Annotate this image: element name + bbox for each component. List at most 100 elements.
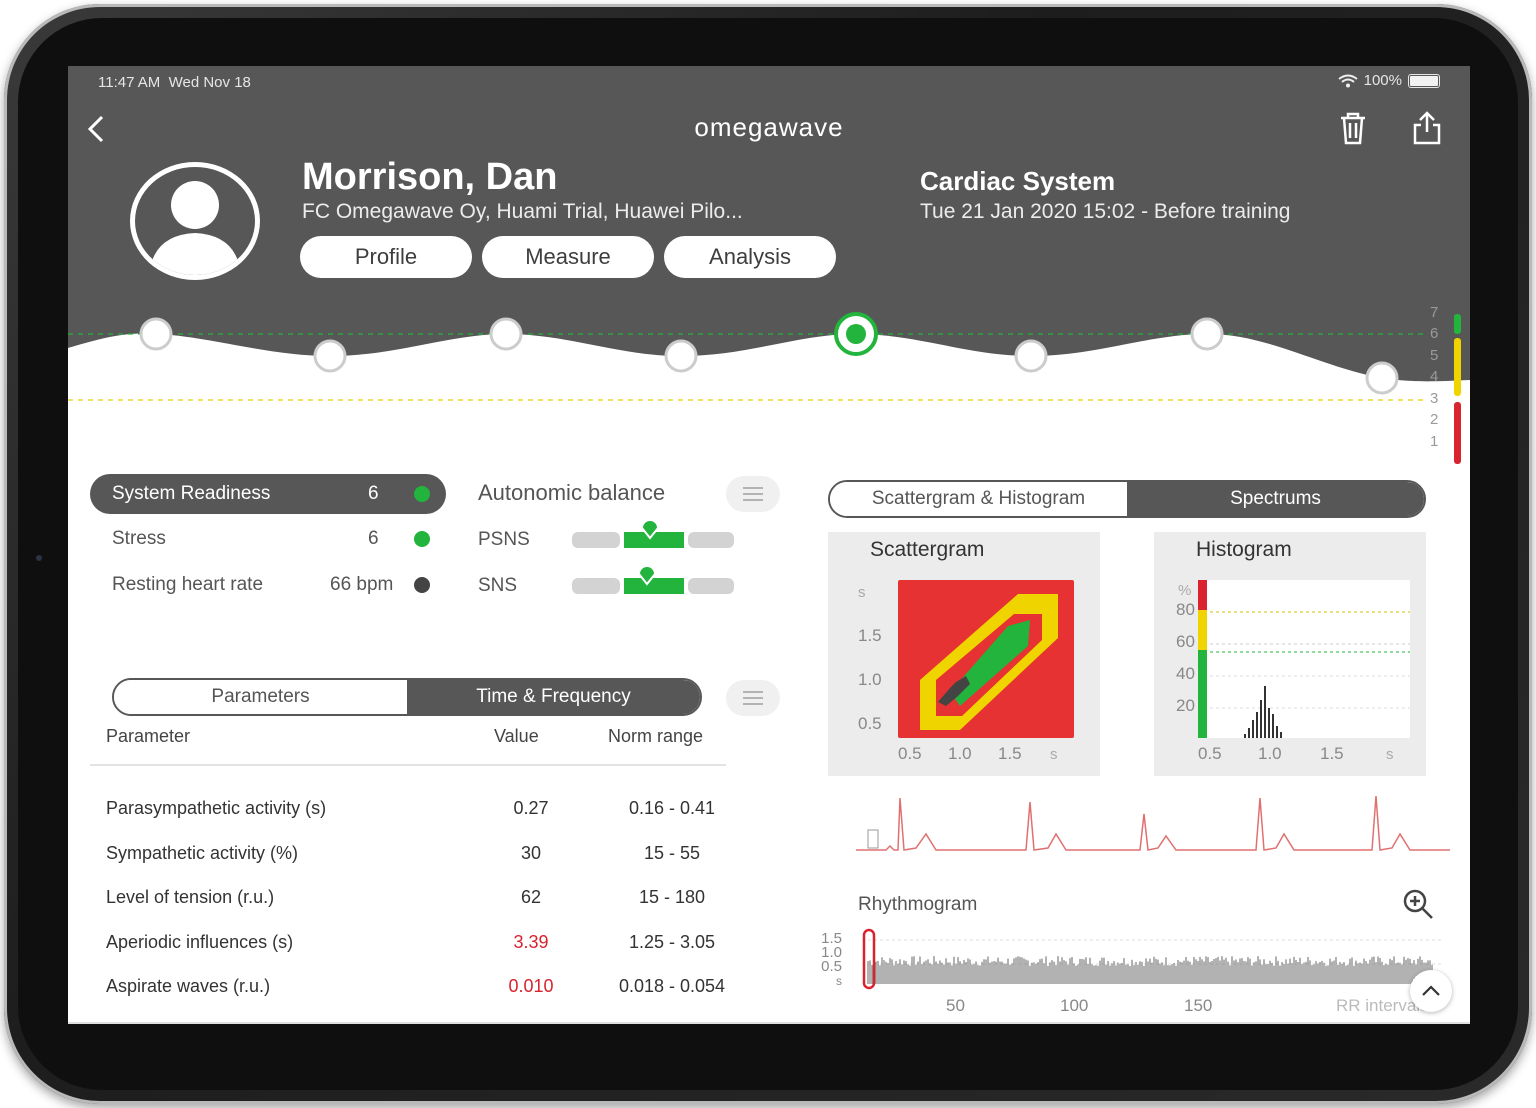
x-tick: 1.5: [1320, 744, 1344, 763]
scale-label: 3: [1430, 390, 1439, 407]
y-unit: s: [836, 974, 842, 988]
scale-label: 5: [1430, 347, 1439, 364]
timeline-point[interactable]: [1190, 317, 1224, 351]
histogram-plot: [1198, 580, 1410, 738]
rhythmogram-window[interactable]: [862, 928, 876, 990]
psns-label: PSNS: [478, 529, 530, 550]
readiness-title: System Readiness: [112, 483, 271, 504]
stress-label: Stress: [112, 528, 166, 549]
parameters-menu-button[interactable]: [726, 680, 780, 716]
x-tick: 100: [1060, 996, 1089, 1015]
x-tick: 1.0: [1258, 744, 1282, 763]
list-icon: [743, 487, 763, 501]
scattergram-title: Scattergram: [870, 538, 985, 561]
y-tick: 20: [1176, 696, 1195, 715]
x-axis-label: RR intervals: [1336, 996, 1429, 1015]
resting-hr-label: Resting heart rate: [112, 574, 264, 595]
readiness-scale: 7 6 5 4 3 2 1: [1428, 304, 1468, 464]
zoom-button[interactable]: [1402, 888, 1436, 922]
histogram-bars: [1244, 686, 1282, 738]
tab-measure[interactable]: Measure: [482, 236, 654, 278]
psns-balance-bar: [572, 520, 734, 548]
sns-label: SNS: [478, 575, 518, 596]
delete-button[interactable]: [1336, 110, 1370, 146]
readiness-status-dot: [414, 486, 430, 502]
resting-hr-row: Resting heart rate 66 bpm: [112, 574, 442, 596]
parameter-value: 62: [520, 887, 542, 907]
tab-profile[interactable]: Profile: [300, 236, 472, 278]
scattergram-y-unit: s: [858, 584, 866, 601]
avatar[interactable]: [130, 162, 260, 280]
parameter-value: 3.39: [513, 931, 549, 952]
timeline-points: [139, 312, 1399, 395]
share-button[interactable]: [1410, 110, 1444, 146]
y-tick: 80: [1176, 600, 1195, 619]
scale-label: 6: [1430, 325, 1439, 342]
header-value: Value: [494, 726, 539, 746]
athlete-name: Morrison, Dan: [302, 156, 558, 198]
timeline-point[interactable]: [139, 317, 173, 351]
timeline-point[interactable]: [664, 339, 698, 373]
rhythmogram-bars: [867, 956, 1433, 984]
status-indicators: 100%: [1338, 72, 1440, 89]
x-unit: s: [1050, 746, 1058, 763]
athlete-team: FC Omegawave Oy, Huami Trial, Huawei Pil…: [302, 200, 743, 223]
x-tick: 150: [1184, 996, 1213, 1015]
person-icon: [149, 181, 241, 275]
y-tick: 1.5: [821, 930, 842, 947]
timeline-point[interactable]: [489, 317, 523, 351]
timeline-point[interactable]: [1014, 339, 1048, 373]
parameter-norm: 1.25 - 3.05: [628, 931, 716, 952]
system-readiness-pill[interactable]: System Readiness 6: [90, 474, 446, 514]
date: Wed Nov 18: [168, 74, 251, 91]
rhythmogram-title: Rhythmogram: [858, 894, 978, 915]
autonomic-title: Autonomic balance: [478, 480, 666, 505]
readiness-scale-bar: [1454, 314, 1461, 464]
stress-status-dot: [414, 531, 430, 547]
scattergram-panel: Scattergram s 1.5 1.0 0.5 0.5 1.0 1.5 s: [828, 532, 1100, 776]
app-screen: 11:47 AM Wed Nov 18 100% omegawave Morri…: [68, 66, 1470, 1024]
status-time: 11:47 AM Wed Nov 18: [98, 74, 251, 91]
parameter-value: 30: [520, 842, 542, 863]
sns-balance-bar: [572, 566, 734, 594]
parameter-norm: 15 - 180: [638, 887, 706, 907]
parameter-norm: 0.018 - 0.054: [618, 976, 726, 996]
tab-parameters[interactable]: Parameters: [114, 680, 407, 714]
parameter-name: Aperiodic influences (s): [106, 931, 294, 952]
rhythmogram-y-axis: 1.5 1.0 0.5 s: [812, 930, 842, 988]
chart-tabs: Scattergram & Histogram Spectrums: [828, 480, 1426, 518]
scale-label: 4: [1430, 368, 1439, 385]
histogram-y-unit: %: [1178, 582, 1192, 599]
tab-scattergram-histogram[interactable]: Scattergram & Histogram: [830, 482, 1127, 516]
resting-hr-value: 66 bpm: [330, 574, 394, 595]
rhythmogram-plot: [862, 928, 1442, 990]
stress-row: Stress 6: [112, 528, 442, 550]
autonomic-menu-button[interactable]: [726, 476, 780, 512]
timeline-point[interactable]: [313, 339, 347, 373]
tab-spectrums[interactable]: Spectrums: [1127, 482, 1424, 516]
x-tick: 0.5: [1198, 744, 1222, 763]
front-camera: [36, 555, 42, 561]
y-tick: 0.5: [821, 958, 842, 975]
app-logo: omegawave: [694, 112, 844, 142]
back-button[interactable]: [82, 112, 110, 146]
parameter-value: 0.010: [508, 976, 554, 996]
tab-analysis[interactable]: Analysis: [664, 236, 836, 278]
y-tick: 1.0: [821, 944, 842, 961]
timeline-point[interactable]: [1365, 361, 1399, 395]
share-icon: [1413, 111, 1441, 145]
y-tick: 40: [1176, 664, 1195, 683]
stress-value: 6: [368, 528, 379, 549]
zoom-in-icon: [1403, 889, 1433, 919]
x-tick: 1.0: [948, 744, 972, 763]
histogram-panel: Histogram % 80 60 40 20 0.5 1.0 1.5: [1154, 532, 1426, 776]
x-tick: 50: [946, 996, 965, 1015]
battery-icon: [1408, 73, 1440, 88]
header-norm-range: Norm range: [608, 726, 704, 746]
parameter-norm: 15 - 55: [643, 842, 701, 863]
table-divider: [90, 764, 726, 766]
trash-icon: [1341, 112, 1365, 145]
tab-time-frequency[interactable]: Time & Frequency: [407, 680, 700, 714]
parameter-name: Level of tension (r.u.): [106, 887, 275, 907]
scroll-up-button[interactable]: [1410, 970, 1452, 1012]
